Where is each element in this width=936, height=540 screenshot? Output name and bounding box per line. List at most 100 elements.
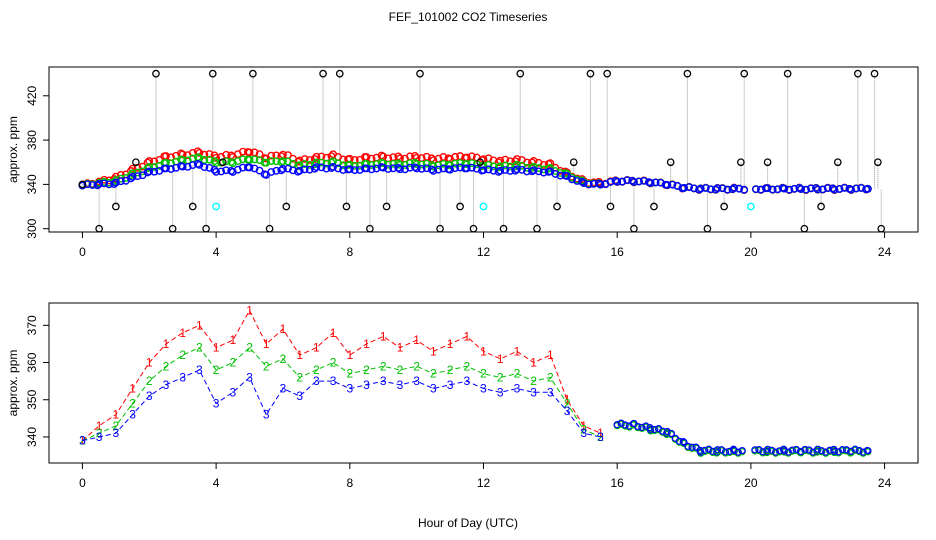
series-3-marker-16: 3 — [346, 382, 353, 396]
blue-point-185 — [852, 184, 861, 193]
green-point-57 — [317, 158, 326, 167]
black-point-17 — [382, 202, 391, 211]
series-1-marker-1: 1 — [96, 419, 103, 433]
tail-blue-point-50 — [780, 447, 788, 455]
cyan-point-1 — [479, 202, 488, 211]
blue-point-60 — [329, 162, 337, 171]
black-point-13 — [319, 69, 327, 78]
series-3-marker-28: 3 — [547, 385, 554, 399]
blue-point-153 — [718, 184, 727, 193]
blue-point-96 — [479, 166, 488, 175]
blue-point-72 — [379, 163, 388, 172]
blue-point-132 — [630, 178, 638, 186]
blue-point-24 — [178, 162, 187, 171]
series-3-marker-0: 3 — [79, 434, 86, 448]
black-point-19 — [436, 224, 444, 233]
black-point-5 — [168, 224, 177, 233]
black-point-31 — [630, 224, 638, 233]
series-1-line — [82, 309, 601, 442]
series-3-marker-31: 3 — [597, 430, 604, 444]
series-3-marker-18: 3 — [380, 374, 387, 388]
black-point-32 — [650, 202, 658, 211]
series-3-marker-7: 3 — [196, 363, 203, 377]
series-2-line — [82, 346, 601, 442]
green-point-17 — [150, 163, 159, 171]
series-3-marker-27: 3 — [530, 385, 537, 399]
series-1-marker-29: 1 — [564, 393, 571, 407]
green-point-101 — [501, 161, 510, 170]
tail-blue-point-32 — [721, 448, 730, 456]
series-1-marker-8: 1 — [213, 341, 220, 355]
green-point-116 — [563, 169, 571, 178]
green-point-29 — [200, 156, 209, 164]
black-point-9 — [218, 158, 227, 167]
series-1-marker-21: 1 — [430, 344, 437, 358]
tail-blue-point-16 — [667, 429, 675, 438]
black-point-40 — [783, 69, 792, 78]
blue-point-48 — [279, 165, 287, 173]
blue-point-144 — [680, 184, 688, 192]
x-tick-label-0-3: 12 — [477, 245, 491, 259]
series-2-marker-20: 2 — [413, 359, 420, 373]
y-tick-label-0-0: 300 — [25, 218, 39, 238]
series-2-marker-9: 2 — [229, 356, 236, 370]
blue-point-119 — [578, 177, 586, 186]
tail-blue-point-48 — [775, 447, 784, 455]
series-3-marker-4: 3 — [146, 389, 153, 403]
blue-point-42 — [255, 166, 264, 175]
blue-point-117 — [568, 175, 576, 184]
blue-point-180 — [830, 185, 839, 194]
blue-point-81 — [417, 164, 426, 173]
series-3-marker-24: 3 — [480, 382, 487, 396]
series-3-marker-11: 3 — [263, 408, 270, 422]
series-1-marker-30: 1 — [580, 419, 587, 433]
blue-point-161 — [751, 185, 760, 194]
series-2-marker-7: 2 — [196, 341, 203, 355]
green-point-68 — [362, 159, 371, 168]
series-1-marker-20: 1 — [413, 333, 420, 347]
series-1-marker-13: 1 — [296, 348, 303, 362]
blue-point-120 — [579, 179, 588, 187]
green-point-41 — [250, 155, 259, 164]
blue-point-101 — [501, 166, 510, 174]
series-3-marker-13: 3 — [296, 389, 303, 403]
black-point-35 — [703, 224, 712, 233]
series-1-marker-22: 1 — [447, 337, 454, 351]
cyan-point-2 — [746, 202, 755, 211]
series-2-marker-11: 2 — [263, 359, 270, 373]
red-point-102 — [506, 157, 515, 166]
series-1-marker-10: 1 — [246, 303, 253, 317]
tail-blue-point-75 — [864, 447, 872, 455]
series-3-marker-25: 3 — [497, 385, 504, 399]
series-3-marker-30: 3 — [580, 426, 587, 440]
series-3-marker-15: 3 — [330, 374, 337, 388]
tail-blue-point-25 — [697, 448, 705, 456]
series-3-marker-5: 3 — [163, 378, 170, 392]
series-3-marker-26: 3 — [514, 382, 521, 396]
series-3-marker-20: 3 — [413, 374, 420, 388]
blue-point-158 — [740, 185, 749, 194]
y-tick-label-1-2: 360 — [25, 352, 39, 372]
series-2-marker-13: 2 — [296, 370, 303, 384]
red-point-45 — [267, 151, 276, 160]
blue-point-68 — [362, 164, 371, 173]
blue-point-13 — [133, 172, 142, 181]
blue-point-109 — [534, 167, 543, 176]
series-2-marker-6: 2 — [179, 348, 186, 362]
y-tick-label-0-3: 420 — [25, 85, 39, 105]
blue-point-100 — [496, 166, 505, 175]
tail-blue-point-62 — [822, 448, 830, 456]
tail-blue-point-52 — [788, 446, 796, 454]
series-3-marker-10: 3 — [246, 370, 253, 384]
blue-point-56 — [312, 163, 321, 171]
tail-blue-point-11 — [650, 425, 659, 434]
tail-blue-point-41 — [751, 446, 759, 454]
blue-point-45 — [267, 168, 276, 176]
green-point-108 — [529, 162, 538, 171]
series-3-marker-29: 3 — [564, 404, 571, 418]
y-tick-label-0-1: 340 — [25, 174, 39, 194]
blue-point-49 — [284, 164, 292, 173]
blue-point-88 — [446, 165, 454, 174]
tail-blue-point-70 — [847, 447, 855, 455]
